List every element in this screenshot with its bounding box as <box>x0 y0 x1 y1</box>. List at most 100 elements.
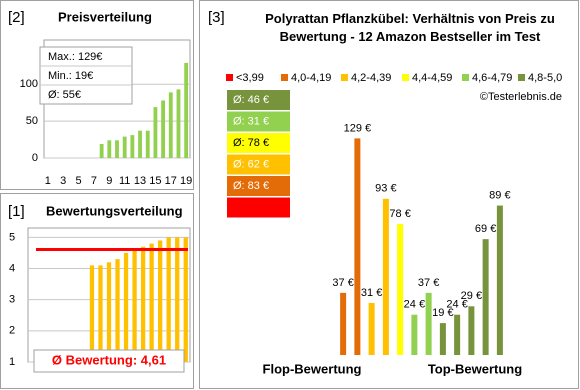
x-tick-label: 17 <box>165 175 177 187</box>
y-tick-label: 3 <box>9 294 15 306</box>
bar <box>340 292 347 355</box>
y-tick-label: 1 <box>9 356 15 368</box>
legend-label: <3,99 <box>236 72 264 84</box>
bar <box>140 246 146 362</box>
legend-label: 4,2-4,39 <box>351 72 391 84</box>
legend-label: 4,6-4,79 <box>472 72 512 84</box>
legend-label: 4,4-4,59 <box>412 72 452 84</box>
x-tick-label: 19 <box>180 175 192 187</box>
x-tick-label: 9 <box>106 175 112 187</box>
value-label: 129 € <box>344 122 372 134</box>
average-label: Ø: 31 € <box>233 115 269 127</box>
legend-label: 4,0-4,19 <box>291 72 331 84</box>
value-label: 93 € <box>375 183 396 195</box>
bar <box>411 314 418 355</box>
bar <box>183 237 188 362</box>
x-tick-label: 15 <box>149 175 161 187</box>
bar <box>106 262 112 362</box>
stats-text: Max.: 129€ <box>48 51 102 63</box>
legend-swatch <box>226 74 233 81</box>
average-label: Ø: 83 € <box>233 180 269 192</box>
bar <box>98 265 103 362</box>
bar <box>138 130 142 158</box>
bar <box>168 92 173 158</box>
y-tick-label: 2 <box>9 325 15 337</box>
mean-box <box>33 349 185 373</box>
panel-number: [1] <box>8 203 25 220</box>
x-tick-label: 11 <box>119 175 130 187</box>
bar <box>425 292 432 355</box>
bar <box>161 100 166 158</box>
y-tick-label: 5 <box>9 231 15 243</box>
y-tick-label: 100 <box>20 78 38 90</box>
value-label: 29 € <box>461 290 482 302</box>
panel-number: [3] <box>208 9 225 26</box>
bar <box>468 306 475 355</box>
value-label: 37 € <box>332 277 353 289</box>
bar <box>107 140 112 158</box>
y-tick-label: 0 <box>32 152 38 164</box>
average-box <box>227 154 290 175</box>
source: ©Testerlebnis.de <box>480 91 562 103</box>
bar <box>354 138 361 355</box>
value-label: 78 € <box>389 208 410 220</box>
x-label: Top-Bewertung <box>428 361 522 376</box>
value-label: 19 € <box>432 307 453 319</box>
bar <box>130 135 135 158</box>
x-tick-label: 1 <box>45 175 51 187</box>
panel-title: Bewertungsverteilung <box>46 203 183 218</box>
average-label: Ø: 78 € <box>233 137 269 149</box>
x-tick-label: 7 <box>91 175 97 187</box>
bar <box>166 237 171 362</box>
x-tick-label: 13 <box>134 175 146 187</box>
bar <box>145 130 150 158</box>
bar <box>115 140 119 158</box>
bar <box>158 240 163 362</box>
value-label: 24 € <box>446 299 467 311</box>
x-tick-label: 5 <box>76 175 82 187</box>
legend-swatch <box>518 74 525 81</box>
y-tick-label: 50 <box>26 115 38 127</box>
bar <box>122 136 127 158</box>
stats-box <box>39 46 133 105</box>
bar <box>99 143 104 158</box>
average-box <box>227 133 290 153</box>
bar <box>368 302 375 355</box>
bar <box>482 239 489 355</box>
value-label: 89 € <box>489 189 510 201</box>
bar <box>176 89 181 158</box>
bar <box>382 198 389 355</box>
mean-label: Ø Bewertung: 4,61 <box>52 352 166 367</box>
legend-swatch <box>462 74 469 81</box>
average-box <box>227 90 290 110</box>
average-label: Ø: 46 € <box>233 94 269 106</box>
value-label: 31 € <box>361 287 382 299</box>
bar <box>123 252 129 362</box>
bar <box>184 62 189 158</box>
value-label: 69 € <box>475 223 496 235</box>
stats-text: Min.: 19€ <box>48 70 93 82</box>
title-box: Polyrattan Pflanzkübel: Verhältnis von P… <box>265 11 555 44</box>
legend-label: 4,8-5,0 <box>528 72 562 84</box>
average-label: Ø: 62 € <box>233 158 269 170</box>
bar <box>496 205 503 355</box>
bar <box>397 224 404 355</box>
average-box <box>227 176 290 196</box>
panel-title: Preisverteilung <box>58 9 152 24</box>
legend-swatch <box>402 74 409 81</box>
bar <box>153 107 158 158</box>
average-box <box>227 111 290 132</box>
legend-swatch <box>341 74 348 81</box>
bar <box>454 314 461 355</box>
bar <box>132 249 137 362</box>
bar <box>115 259 120 362</box>
stats-text: Ø: 55€ <box>48 89 81 101</box>
bar <box>175 237 180 362</box>
y-tick-label: 4 <box>9 262 15 274</box>
bar <box>89 265 95 362</box>
panel-number: [2] <box>8 9 25 26</box>
value-label: 37 € <box>418 277 439 289</box>
chart-title: Polyrattan Pflanzkübel: Verhältnis von P… <box>265 11 555 44</box>
